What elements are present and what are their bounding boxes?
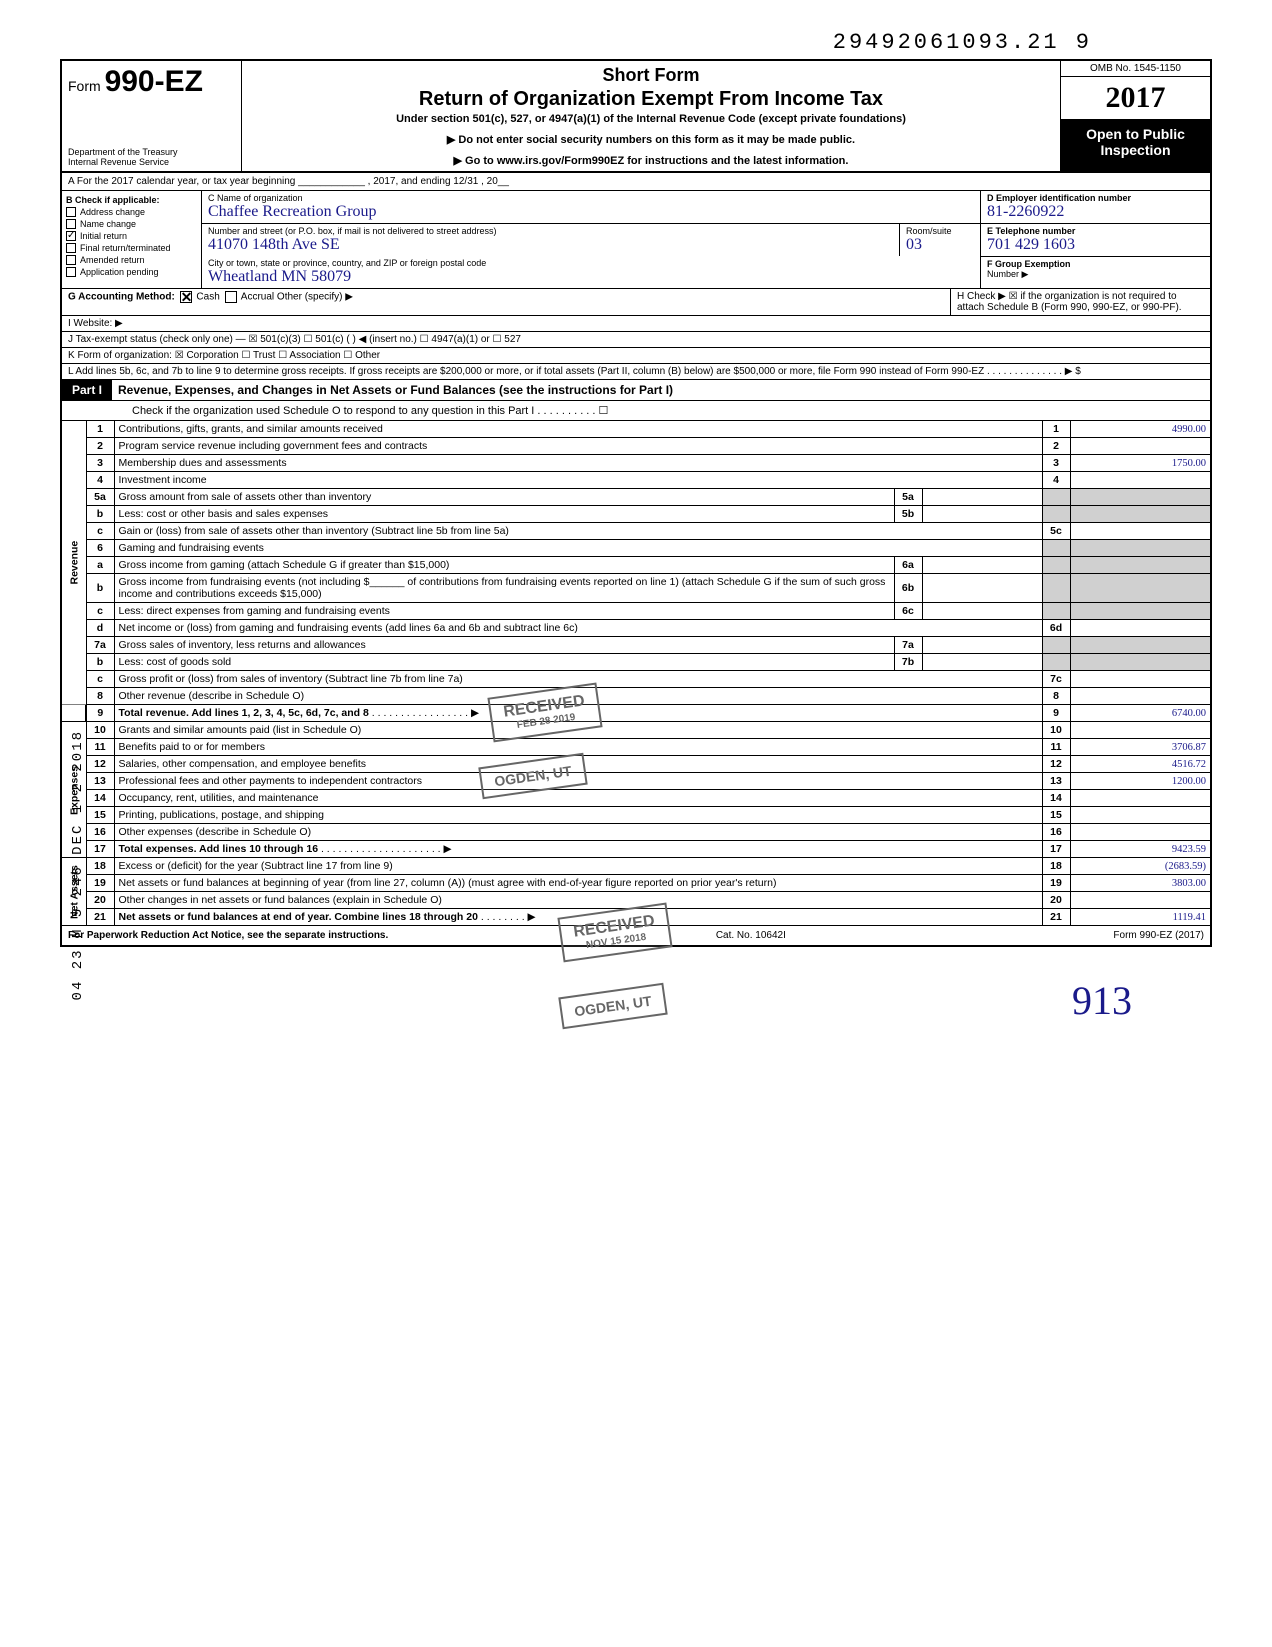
line-9-total-revenue: 6740.00 [1070,705,1210,722]
chk-name-change[interactable] [66,219,76,229]
group-exempt-label: F Group Exemption [987,259,1204,269]
part1-sub: Check if the organization used Schedule … [62,401,1210,421]
col-def: D Employer identification number 81-2260… [980,191,1210,288]
top-doc-number: 29492061093.21 9 [60,30,1212,55]
header-center: Short Form Return of Organization Exempt… [242,61,1060,171]
form-prefix: Form [68,78,101,94]
line-21-net-assets-eoy: 1119.41 [1070,909,1210,926]
col-b-title: B Check if applicable: [66,195,197,205]
left-margin-stamp: 04 23 M 5 246 DEC 1 2 2018 [70,730,86,1000]
row-a-tax-year: A For the 2017 calendar year, or tax yea… [62,173,1210,191]
chk-cash[interactable] [180,291,192,303]
addr-label: Number and street (or P.O. box, if mail … [208,226,893,236]
tax-year: 20201717 [1106,81,1166,114]
chk-initial-return[interactable] [66,231,76,241]
group-exempt-number: Number ▶ [987,269,1204,280]
phone-label: E Telephone number [987,226,1204,236]
line-3-amt: 1750.00 [1070,455,1210,472]
phone-value: 701 429 1603 [987,236,1204,254]
form-header: Form 990-EZ Department of the Treasury I… [62,61,1210,173]
line-1-desc: Contributions, gifts, grants, and simila… [114,421,1042,438]
ein-value: 81-2260922 [987,203,1204,221]
form-subtitle: Under section 501(c), 527, or 4947(a)(1)… [250,113,1052,125]
form-title: Return of Organization Exempt From Incom… [250,88,1052,111]
addr-value: 41070 148th Ave SE [208,236,893,254]
open-to-public: Open to Public Inspection [1061,120,1210,171]
line-17-total-expenses: 9423.59 [1070,841,1210,858]
chk-address-change[interactable] [66,207,76,217]
form-number: 990-EZ [105,65,203,98]
tax-year-box: 20201717 [1061,77,1210,120]
part1-header: Part I Revenue, Expenses, and Changes in… [62,380,1210,401]
line-18-deficit: (2683.59) [1070,858,1210,875]
row-i-website: I Website: ▶ [62,316,1210,332]
header-right: OMB No. 1545-1150 20201717 Open to Publi… [1060,61,1210,171]
row-l-gross-receipts: L Add lines 5b, 6c, and 7b to line 9 to … [62,364,1210,380]
org-name-label: C Name of organization [208,193,974,203]
chk-app-pending[interactable] [66,267,76,277]
line-1-rnum: 1 [1042,421,1070,438]
chk-amended[interactable] [66,255,76,265]
footer-formref: Form 990-EZ (2017) [1113,930,1204,941]
row-j-tax-exempt: J Tax-exempt status (check only one) — ☒… [62,332,1210,348]
org-name-value: Chaffee Recreation Group [208,203,974,221]
section-bcdef: B Check if applicable: Address change Na… [62,191,1210,289]
city-label: City or town, state or province, country… [208,258,974,268]
part1-lines-table: Revenue 1 Contributions, gifts, grants, … [62,421,1210,926]
col-c-org-info: C Name of organization Chaffee Recreatio… [202,191,980,288]
footer-paperwork: For Paperwork Reduction Act Notice, see … [68,930,388,941]
ein-label: D Employer identification number [987,193,1204,203]
row-k-form-org: K Form of organization: ☒ Corporation ☐ … [62,348,1210,364]
chk-accrual[interactable] [225,291,237,303]
omb-number: OMB No. 1545-1150 [1061,61,1210,77]
chk-final-return[interactable] [66,243,76,253]
city-value: Wheatland MN 58079 [208,268,974,286]
footer-catno: Cat. No. 10642I [716,930,786,941]
form-990ez-container: Form 990-EZ Department of the Treasury I… [60,59,1212,947]
dept-irs: Internal Revenue Service [68,157,235,167]
line-1-num: 1 [86,421,114,438]
row-g-accounting: G Accounting Method: Cash Accrual Other … [62,289,950,315]
url-note: ▶ Go to www.irs.gov/Form990EZ for instru… [250,154,1052,167]
room-label: Room/suite [906,226,974,236]
row-h-schedule-b: H Check ▶ ☒ if the organization is not r… [950,289,1210,315]
col-b-checkboxes: B Check if applicable: Address change Na… [62,191,202,288]
bottom-handwritten-number: 913 [60,977,1212,1024]
part1-title: Revenue, Expenses, and Changes in Net As… [112,380,1210,401]
room-value: 03 [906,236,974,254]
ssn-note: ▶ Do not enter social security numbers o… [250,133,1052,146]
line-1-amt: 4990.00 [1070,421,1210,438]
form-footer: For Paperwork Reduction Act Notice, see … [62,926,1210,945]
header-left: Form 990-EZ Department of the Treasury I… [62,61,242,171]
part1-label: Part I [62,380,112,401]
side-revenue: Revenue [62,421,86,705]
short-form-label: Short Form [250,65,1052,86]
dept-treasury: Department of the Treasury [68,147,235,157]
